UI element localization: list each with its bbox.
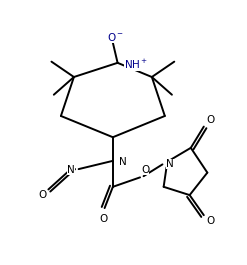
Text: O: O [141, 165, 149, 175]
Text: N: N [67, 165, 75, 175]
Text: N: N [119, 157, 126, 167]
Text: O$^-$: O$^-$ [107, 31, 124, 43]
Text: O: O [39, 190, 47, 200]
Text: O: O [206, 116, 214, 125]
Text: O: O [206, 216, 214, 226]
Text: O: O [99, 214, 107, 224]
Text: NH$^+$: NH$^+$ [124, 58, 147, 70]
Text: N: N [166, 159, 174, 169]
